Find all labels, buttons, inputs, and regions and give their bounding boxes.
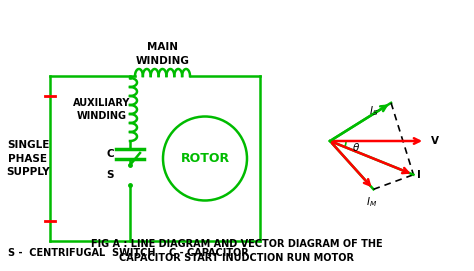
Text: AUXILIARY
WINDING: AUXILIARY WINDING: [73, 98, 131, 121]
Text: ROTOR: ROTOR: [181, 152, 229, 165]
Text: C: C: [106, 149, 114, 159]
Text: S: S: [106, 170, 114, 180]
Text: S -  CENTRIFUGAL  SWITCH    C - CAPACITOR: S - CENTRIFUGAL SWITCH C - CAPACITOR: [8, 248, 249, 258]
Text: $\theta$: $\theta$: [352, 141, 360, 153]
Text: V: V: [431, 136, 439, 146]
Text: I: I: [418, 170, 421, 180]
Text: $I_M$: $I_M$: [366, 195, 377, 209]
Text: FIG A : LINE DIAGRAM AND VECTOR DIAGRAM OF THE
CAPACITOR START INUDCTION RUN MOT: FIG A : LINE DIAGRAM AND VECTOR DIAGRAM …: [91, 239, 383, 263]
Text: SINGLE
PHASE
SUPPLY: SINGLE PHASE SUPPLY: [6, 140, 50, 177]
Text: $I_S$: $I_S$: [368, 104, 378, 118]
Text: MAIN
WINDING: MAIN WINDING: [136, 42, 190, 66]
